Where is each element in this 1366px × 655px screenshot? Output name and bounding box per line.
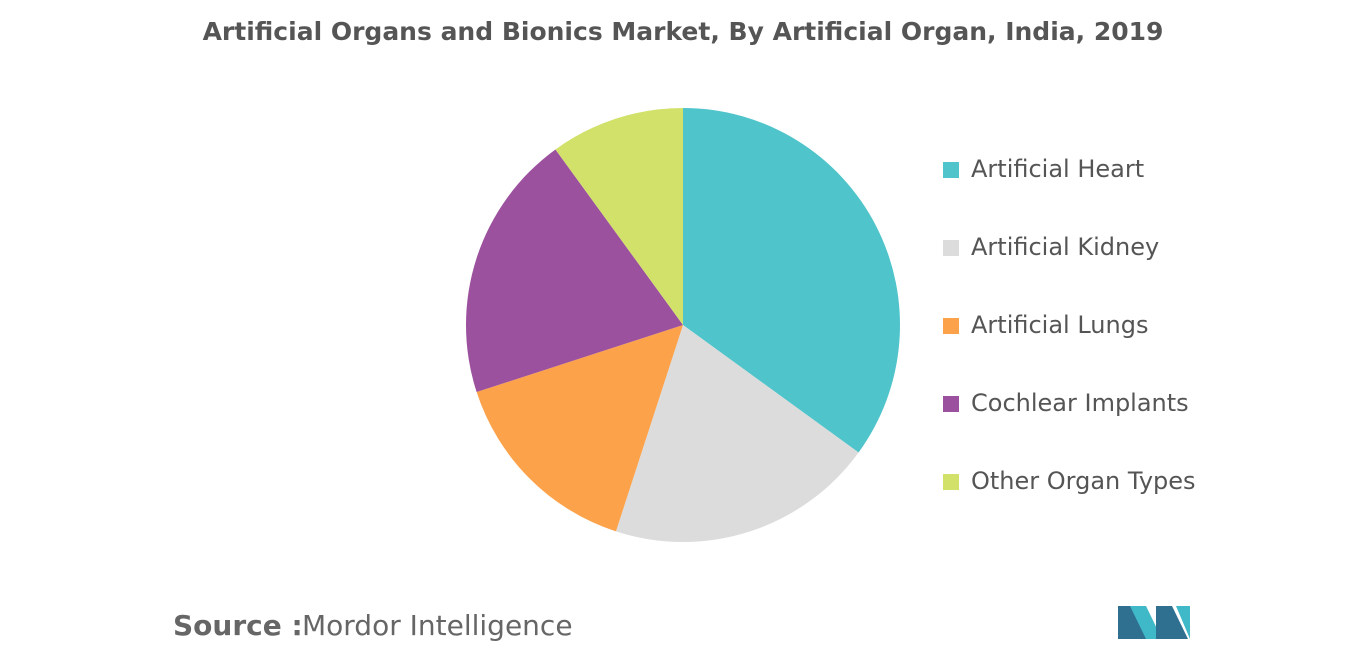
- legend-swatch: [943, 396, 959, 412]
- pie-slice: [465, 149, 683, 393]
- legend-label: Artificial Kidney: [971, 233, 1159, 261]
- legend-label: Artificial Lungs: [971, 311, 1148, 339]
- legend-label: Cochlear Implants: [971, 389, 1189, 417]
- source-label: Source :: [173, 609, 303, 642]
- chart-title: Artificial Organs and Bionics Market, By…: [203, 17, 1164, 46]
- source: Mordor Intelligence: [302, 609, 573, 642]
- logo: [1118, 606, 1190, 639]
- legend-swatch: [943, 318, 959, 334]
- legend-label: Artificial Heart: [971, 155, 1144, 183]
- legend-swatch: [943, 240, 959, 256]
- pie-slice: [683, 108, 900, 453]
- legend-swatch: [943, 162, 959, 178]
- legend-label: Other Organ Types: [971, 467, 1196, 495]
- pie-slice: [476, 325, 683, 532]
- pie-slice: [555, 108, 683, 325]
- pie-slice: [615, 325, 859, 542]
- legend-swatch: [943, 474, 959, 490]
